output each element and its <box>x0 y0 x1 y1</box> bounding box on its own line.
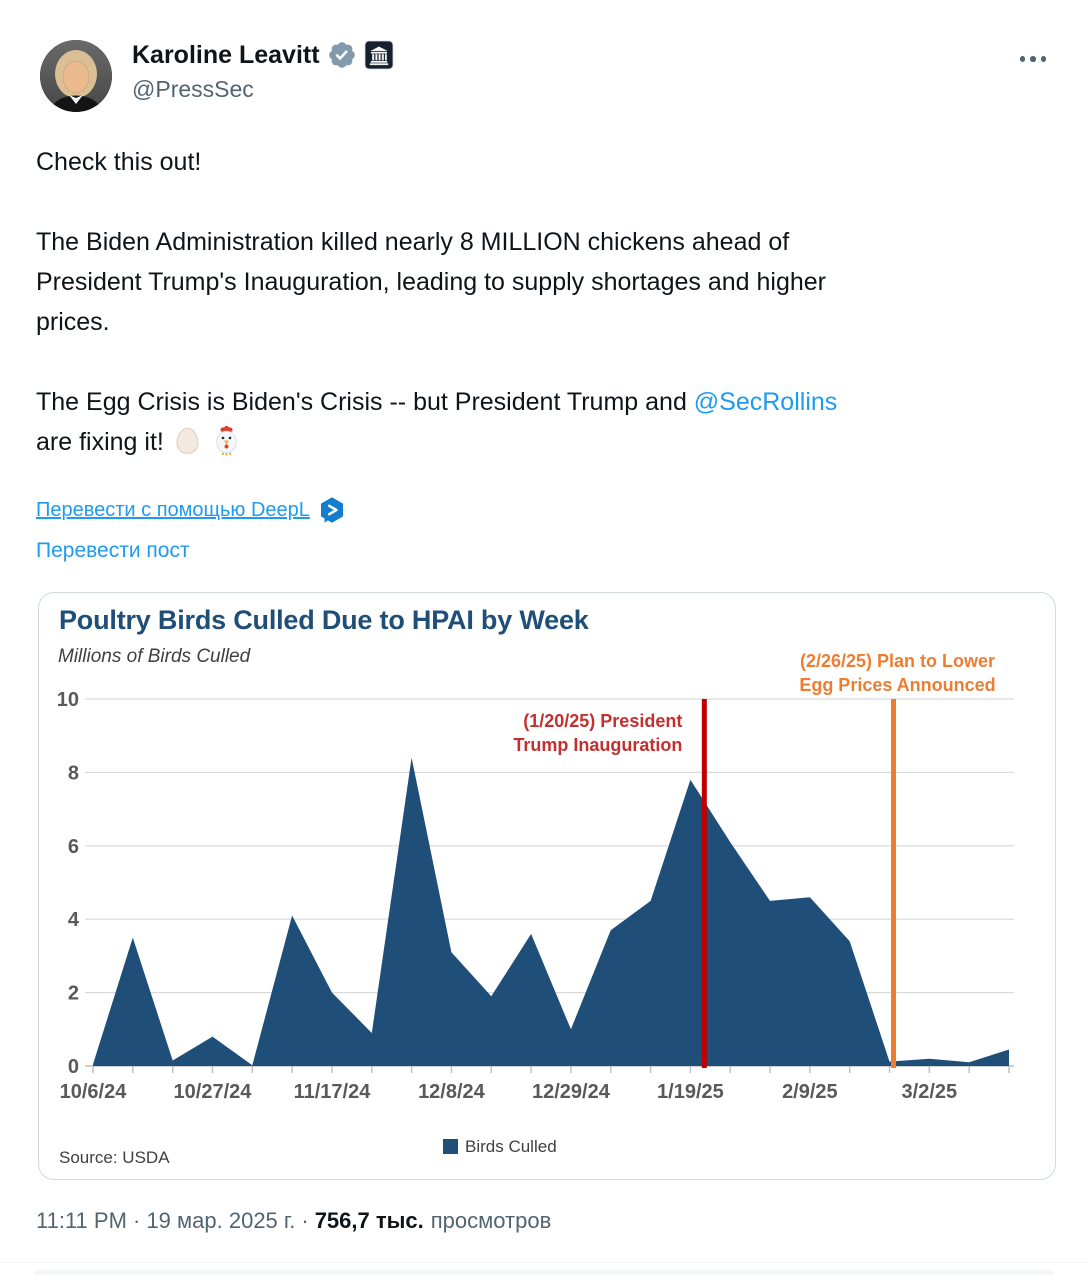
chart-y-axis-note: Millions of Birds Culled <box>58 646 251 667</box>
svg-text:12/29/24: 12/29/24 <box>532 1081 611 1103</box>
deepl-icon <box>319 497 345 523</box>
chart-title: Poultry Birds Culled Due to HPAI by Week <box>59 605 589 635</box>
svg-text:8: 8 <box>68 762 79 784</box>
more-dot <box>1030 56 1036 62</box>
svg-text:4: 4 <box>68 909 80 931</box>
more-button[interactable] <box>1014 50 1053 68</box>
svg-text:2/9/25: 2/9/25 <box>782 1081 838 1103</box>
svg-text:1/19/25: 1/19/25 <box>657 1081 724 1103</box>
svg-text:10/6/24: 10/6/24 <box>60 1081 128 1103</box>
svg-text:6: 6 <box>68 836 79 858</box>
translate-post-link[interactable]: Перевести пост <box>36 539 190 562</box>
tweet-header: Karoline Leavitt <box>40 40 1052 112</box>
translate-deepl-row: Перевести с помощью DeepL <box>36 497 345 523</box>
divider <box>0 1262 1088 1263</box>
svg-text:3/2/25: 3/2/25 <box>902 1081 958 1103</box>
author-name[interactable]: Karoline Leavitt <box>132 41 320 69</box>
translate-post-row: Перевести пост <box>36 539 190 563</box>
svg-text:(1/20/25) President: (1/20/25) President <box>523 711 682 731</box>
tweet-footer: 11:11 PM · 19 мар. 2025 г. · 756,7 тыс. про… <box>36 1208 551 1234</box>
svg-text:Egg Prices Announced: Egg Prices Announced <box>799 675 995 695</box>
svg-text:(2/26/25) Plan to Lower: (2/26/25) Plan to Lower <box>800 651 995 671</box>
translate-deepl-link[interactable]: Перевести с помощью DeepL <box>36 498 310 521</box>
avatar[interactable] <box>40 40 112 112</box>
more-dot <box>1019 56 1025 62</box>
svg-text:Birds Culled: Birds Culled <box>465 1137 557 1156</box>
svg-text:0: 0 <box>68 1056 79 1078</box>
svg-text:12/8/24: 12/8/24 <box>418 1081 486 1103</box>
svg-text:Source: USDA: Source: USDA <box>59 1148 170 1167</box>
svg-text:10: 10 <box>57 689 79 711</box>
tweet-paragraph-3-line2: are fixing it! <box>36 428 164 456</box>
svg-text:11/17/24: 11/17/24 <box>294 1081 372 1103</box>
bottom-bar <box>34 1270 1054 1275</box>
footer-separator: · <box>301 1208 309 1233</box>
egg-emoji-icon <box>172 425 203 456</box>
mention-secrollins-link[interactable]: @SecRollins <box>693 388 838 416</box>
views-count: 756,7 тыс. <box>314 1208 424 1233</box>
svg-text:10/27/24: 10/27/24 <box>174 1081 253 1103</box>
tweet-paragraph-3: The Egg Crisis is Biden's Crisis -- but … <box>36 382 1048 462</box>
author-handle[interactable]: @PressSec <box>132 76 254 102</box>
verified-badge-icon <box>327 40 357 70</box>
svg-text:Trump Inauguration: Trump Inauguration <box>513 735 682 755</box>
views-label: просмотров <box>430 1208 552 1233</box>
chart-image-card[interactable]: Poultry Birds Culled Due to HPAI by Week… <box>38 592 1056 1180</box>
tweet-paragraph-1: Check this out! <box>36 148 202 176</box>
timestamp[interactable]: 11:11 PM · 19 мар. 2025 г. <box>36 1208 296 1233</box>
tweet-text: Check this out! The Biden Administration… <box>36 142 1048 502</box>
more-dot <box>1040 56 1046 62</box>
avatar-image <box>40 40 112 112</box>
tweet-paragraph-3-text: The Egg Crisis is Biden's Crisis -- but … <box>36 388 694 416</box>
svg-text:2: 2 <box>68 983 79 1005</box>
tweet-paragraph-2: The Biden Administration killed nearly 8… <box>36 228 826 336</box>
affiliate-badge-icon[interactable] <box>364 40 394 70</box>
hpai-area-chart: 0 2 4 6 8 10 10/6/24 10/27/24 11/17/24 12/8/24 12/… <box>57 651 1014 1167</box>
rooster-emoji-icon <box>211 425 242 456</box>
